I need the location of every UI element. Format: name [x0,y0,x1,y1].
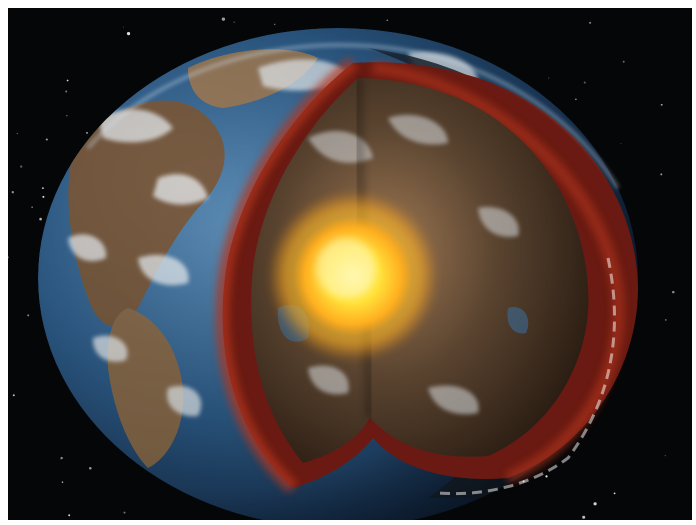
atmosphere-rim [86,43,620,189]
starfield [8,17,675,519]
star [66,115,68,117]
star [60,458,62,460]
star [31,206,33,208]
star [622,60,625,63]
glowing-core [268,191,438,361]
star [66,79,69,82]
star [12,394,15,397]
star [8,256,10,259]
image-frame [8,8,692,520]
star [42,187,44,189]
star [660,173,663,176]
star [613,492,616,495]
star [45,138,48,141]
star [27,314,30,317]
star [42,195,45,198]
star [660,103,663,106]
star [386,19,389,22]
star [68,514,71,517]
star [20,165,23,168]
star [11,191,14,194]
star [545,475,548,478]
earth-cutaway-illustration [8,17,675,520]
star [221,17,226,21]
star [664,454,666,457]
star [89,467,92,470]
star [126,31,131,36]
star [274,23,276,25]
star [672,290,675,294]
star [620,142,622,144]
star [233,21,235,23]
star [593,502,597,506]
star [583,81,586,84]
star [39,217,42,221]
star [60,456,63,460]
star [548,77,550,79]
star [65,90,68,93]
star [589,21,592,24]
star [61,481,64,483]
star [86,131,88,134]
star [123,511,126,514]
star [575,98,577,101]
star [664,319,667,321]
star [582,515,586,519]
star [122,26,124,28]
star [16,133,18,135]
